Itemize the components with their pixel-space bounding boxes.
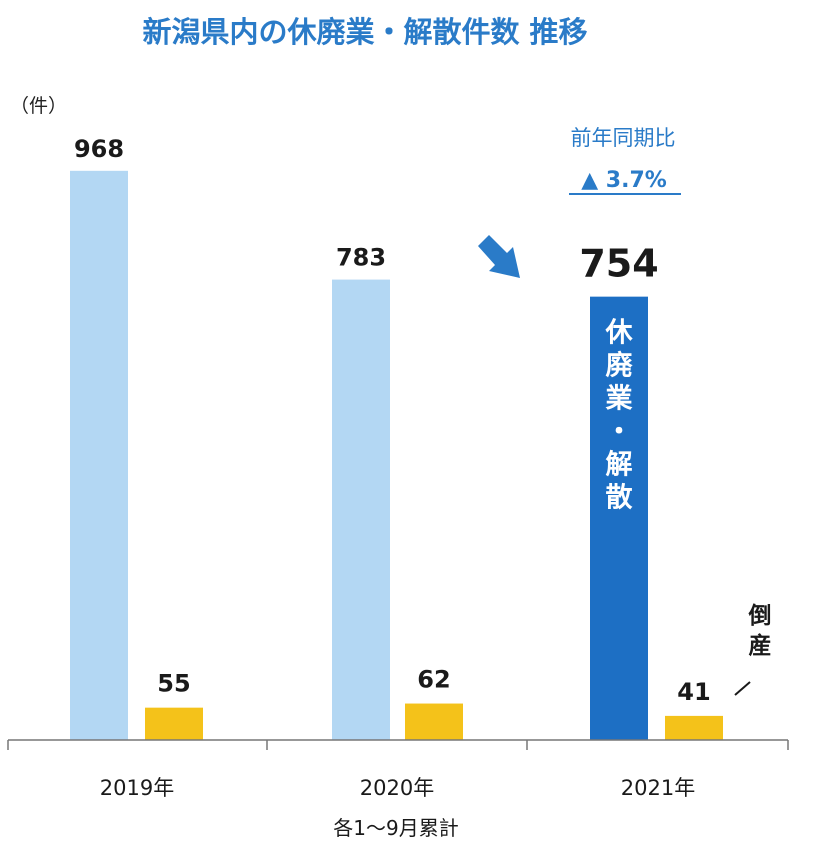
bar-haigyo-2021年 — [590, 296, 648, 740]
x-tick-label: 2020年 — [360, 776, 434, 800]
comparison-value: ▲ 3.7% — [581, 168, 667, 193]
value-label-tosan: 62 — [417, 666, 450, 694]
chart-title: 新潟県内の休廃業・解散件数 推移 — [142, 15, 587, 49]
series-label-char: ・ — [606, 417, 633, 448]
x-tick-label: 2021年 — [621, 776, 695, 800]
series-label-side: 倒産 — [748, 602, 772, 659]
value-label-haigyo: 783 — [336, 244, 386, 272]
arrow-down-right-icon — [478, 235, 520, 278]
side-label-slash — [734, 681, 751, 696]
series-label-char: 廃 — [606, 350, 634, 382]
comparison-label: 前年同期比 — [571, 126, 676, 150]
bars-layer — [70, 170, 723, 741]
value-label-haigyo: 754 — [579, 242, 658, 286]
bar-tosan-2019年 — [145, 707, 203, 740]
value-label-tosan: 55 — [157, 670, 190, 698]
value-labels-layer: 968 55 783 62 754 41 — [74, 135, 711, 706]
series-label-char: 倒 — [748, 602, 772, 629]
series-label-char: 散 — [606, 483, 633, 514]
bar-tosan-2021年 — [665, 715, 723, 740]
bar-haigyo-2019年 — [70, 170, 128, 741]
bar-tosan-2020年 — [405, 703, 463, 740]
series-label-char: 解 — [606, 450, 633, 481]
value-label-haigyo: 968 — [74, 135, 124, 163]
bar-haigyo-2020年 — [332, 279, 390, 740]
series-label-char: 休 — [605, 318, 634, 349]
period-note: 各1～9月累計 — [333, 816, 458, 840]
y-axis-unit: （件） — [10, 95, 67, 117]
x-axis — [7, 739, 789, 750]
series-label-in-bar: 休廃業・解散 — [605, 318, 634, 514]
x-tick-labels: 2019年 2020年 2021年 — [100, 776, 695, 800]
series-label-char: 産 — [749, 632, 772, 659]
value-label-tosan: 41 — [677, 678, 710, 706]
series-label-char: 業 — [606, 384, 633, 415]
x-tick-label: 2019年 — [100, 776, 174, 800]
